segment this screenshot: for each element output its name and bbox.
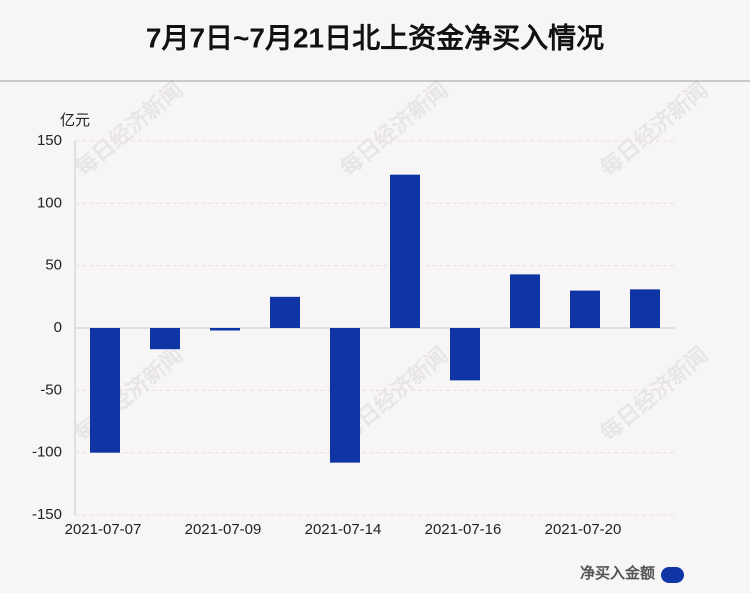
bar (210, 328, 240, 331)
bar (390, 174, 420, 328)
y-tick-label: -150 (32, 506, 62, 523)
y-tick-label: 100 (37, 194, 62, 211)
legend-swatch (661, 567, 684, 583)
bar (570, 290, 600, 328)
bar (270, 296, 300, 328)
x-tick-label: 2021-07-16 (425, 521, 502, 538)
y-tick-label: -100 (32, 444, 62, 461)
y-tick-label: 50 (45, 257, 62, 274)
bar (450, 328, 480, 381)
x-tick-label: 2021-07-20 (545, 521, 622, 538)
chart-title: 7月7日~7月21日北上资金净买入情况 (146, 21, 604, 53)
bar (630, 289, 660, 328)
legend-label: 净买入金额 (580, 564, 655, 582)
bar (510, 274, 540, 328)
bar (330, 328, 360, 463)
y-tick-label: 0 (54, 319, 62, 336)
y-tick-label: -50 (40, 381, 62, 398)
y-tick-label: 150 (37, 132, 62, 149)
x-tick-label: 2021-07-09 (185, 521, 262, 538)
bar (90, 328, 120, 453)
x-tick-label: 2021-07-14 (305, 521, 382, 538)
bar (150, 328, 180, 350)
x-tick-label: 2021-07-07 (65, 521, 142, 538)
y-unit: 亿元 (60, 112, 90, 129)
